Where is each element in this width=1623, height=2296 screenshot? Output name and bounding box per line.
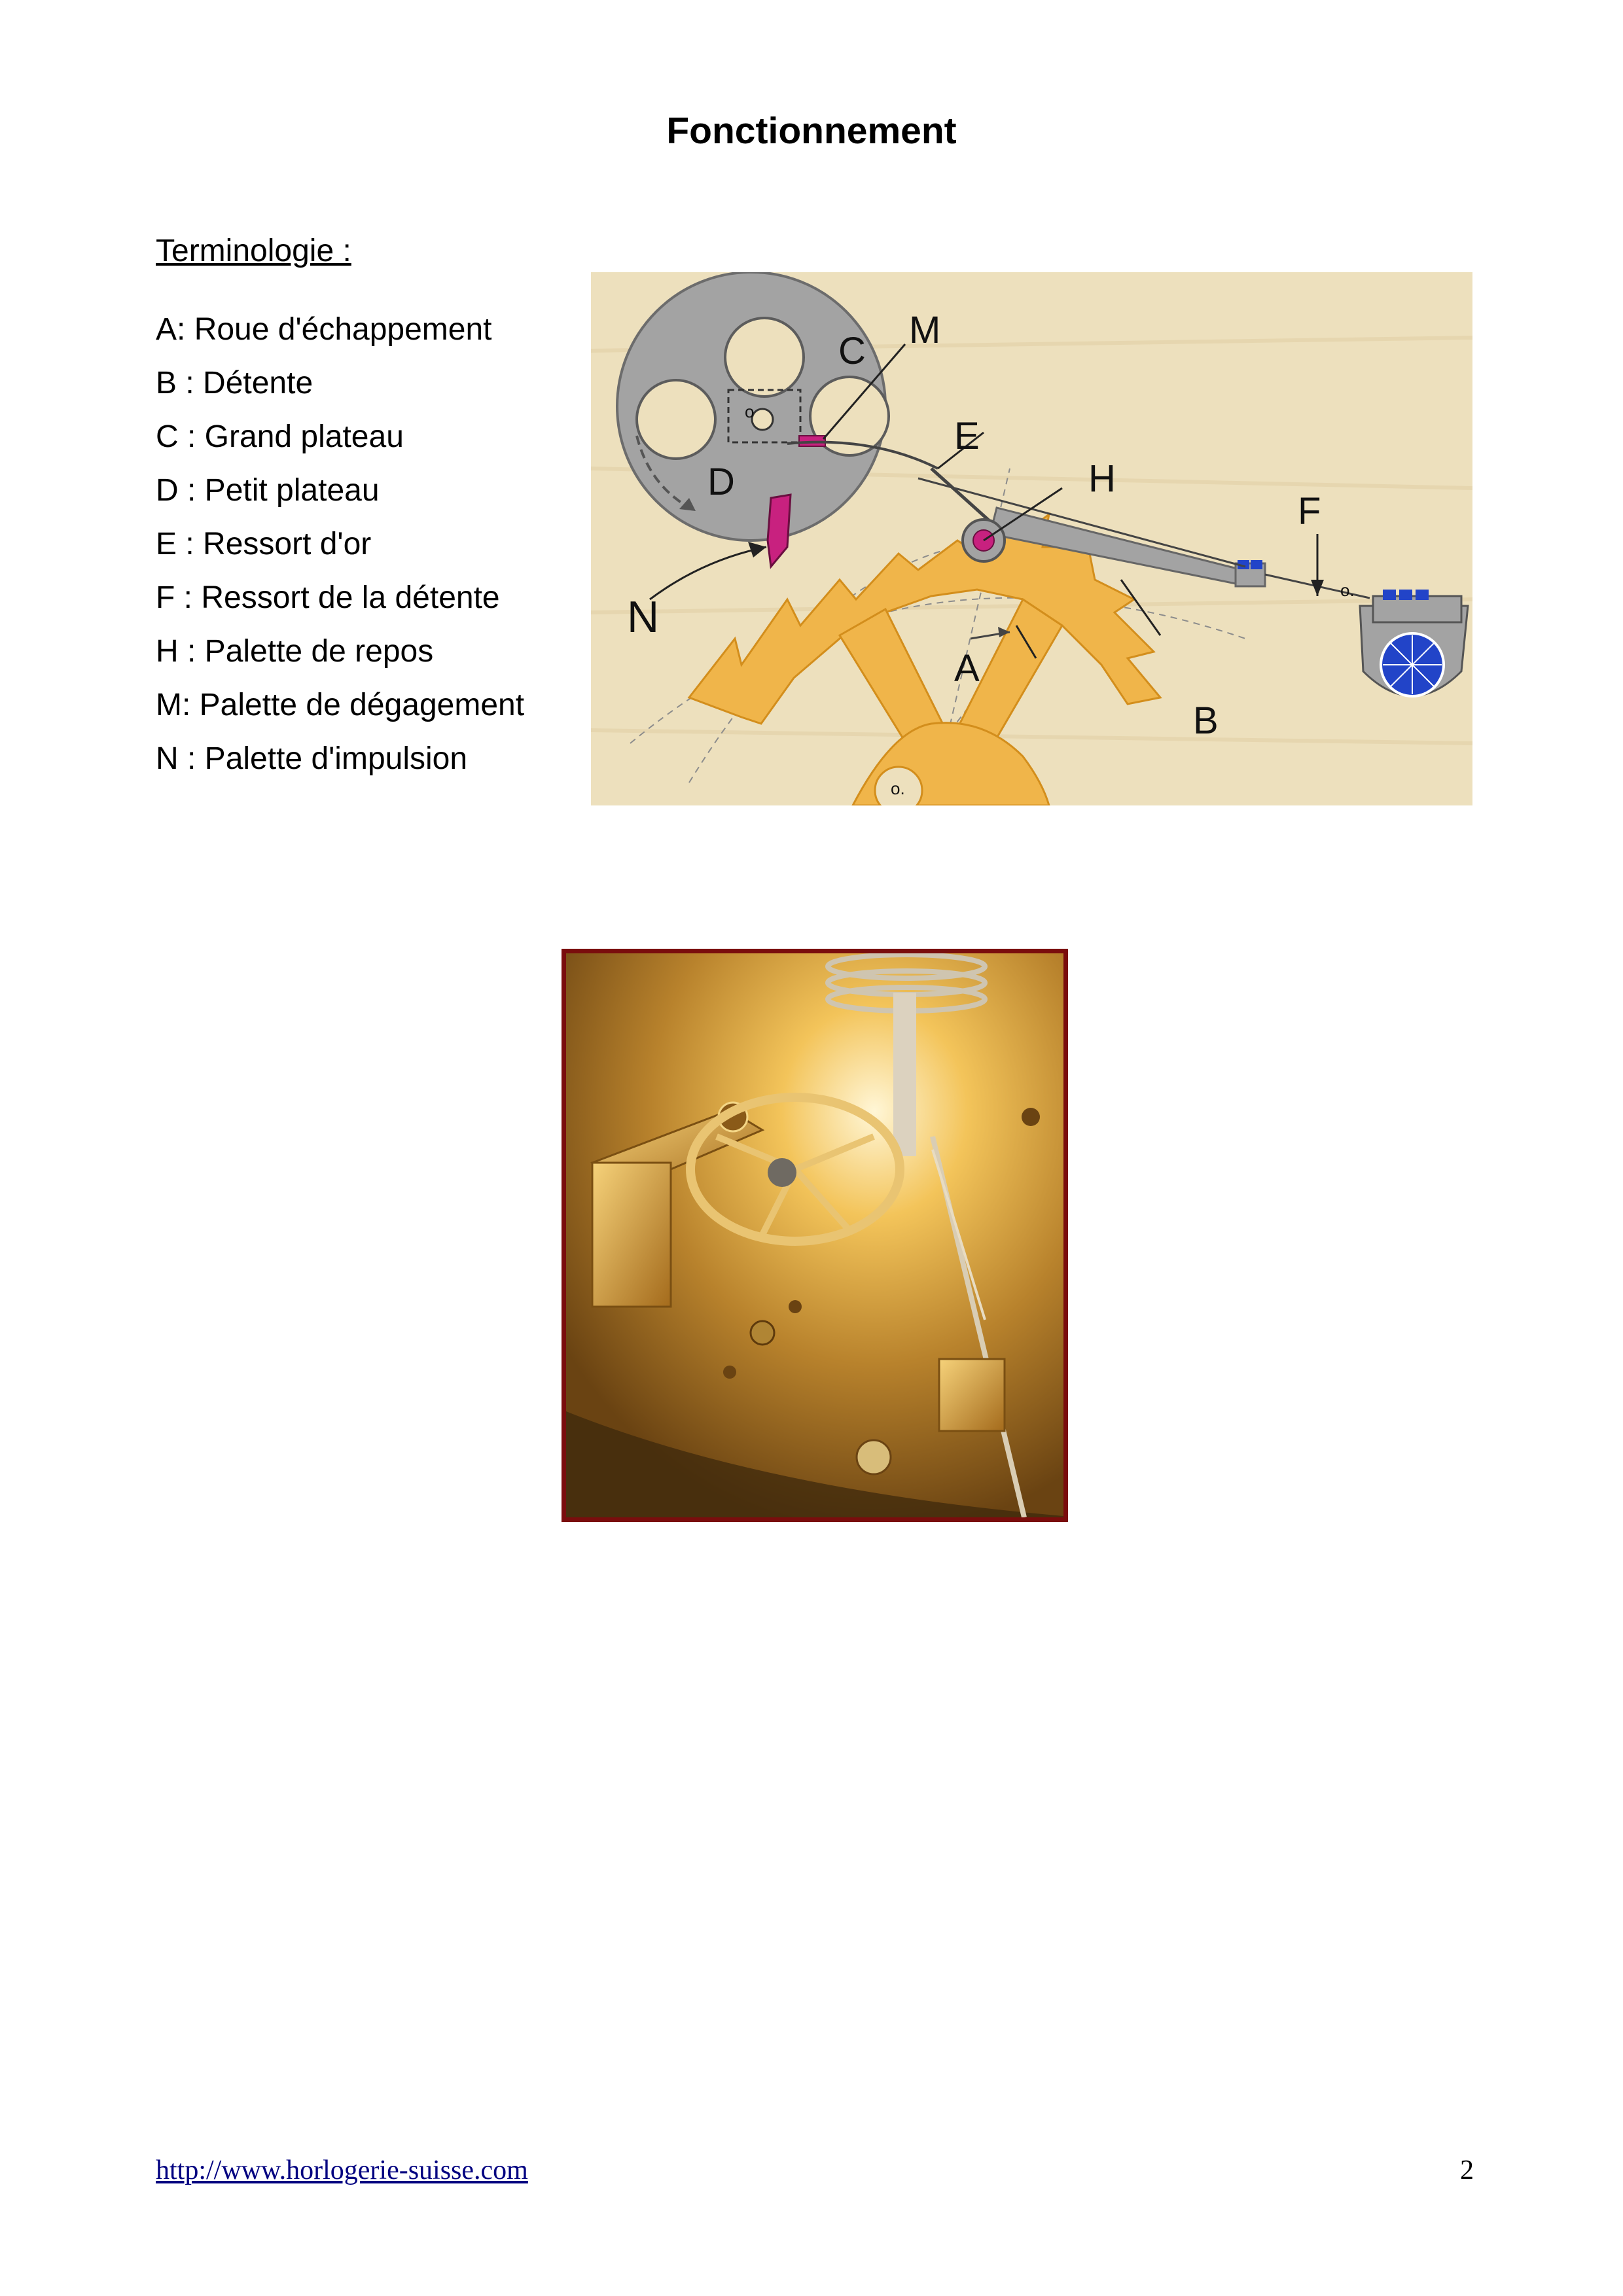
label-c: C bbox=[838, 330, 866, 372]
term-item: E : Ressort d'or bbox=[156, 527, 372, 561]
label-a: A bbox=[954, 647, 980, 690]
label-b: B bbox=[1193, 699, 1219, 742]
term-item: N : Palette d'impulsion bbox=[156, 741, 468, 776]
escapement-diagram: C M E D H F N A B o o. o. bbox=[591, 272, 1472, 805]
term-item: F : Ressort de la détente bbox=[156, 580, 500, 615]
pivot-mark: o. bbox=[1340, 580, 1355, 600]
large-plate bbox=[616, 272, 890, 542]
term-item: B : Détente bbox=[156, 366, 313, 400]
term-item: D : Petit plateau bbox=[156, 473, 380, 508]
detent bbox=[918, 467, 1370, 599]
term-item: A: Roue d'échappement bbox=[156, 312, 492, 347]
label-f: F bbox=[1298, 490, 1321, 533]
impulse-pallet bbox=[766, 493, 792, 569]
footer-url-link[interactable]: http://www.horlogerie-suisse.com bbox=[156, 2155, 528, 2185]
section-title: Terminologie : bbox=[156, 234, 351, 268]
label-d: D bbox=[707, 461, 735, 503]
page-number: 2 bbox=[1460, 2155, 1474, 2185]
label-h: H bbox=[1088, 457, 1116, 500]
label-m: M bbox=[909, 309, 940, 351]
label-n: N bbox=[627, 592, 659, 642]
page-title: Fonctionnement bbox=[666, 110, 957, 152]
term-item: C : Grand plateau bbox=[156, 419, 404, 454]
pivot-mark: o bbox=[745, 402, 754, 421]
arrow-head bbox=[1311, 580, 1324, 596]
terminology-list: A: Roue d'échappement B : Détente C : Gr… bbox=[156, 310, 524, 793]
escapement-photo bbox=[562, 949, 1068, 1522]
label-e: E bbox=[954, 415, 980, 457]
pivot-mark: o. bbox=[891, 779, 905, 798]
term-item: H : Palette de repos bbox=[156, 634, 434, 669]
gold-spring bbox=[787, 440, 938, 470]
balance-assembly bbox=[1359, 590, 1469, 698]
arrow-head bbox=[748, 542, 766, 557]
term-item: M: Palette de dégagement bbox=[156, 688, 525, 722]
